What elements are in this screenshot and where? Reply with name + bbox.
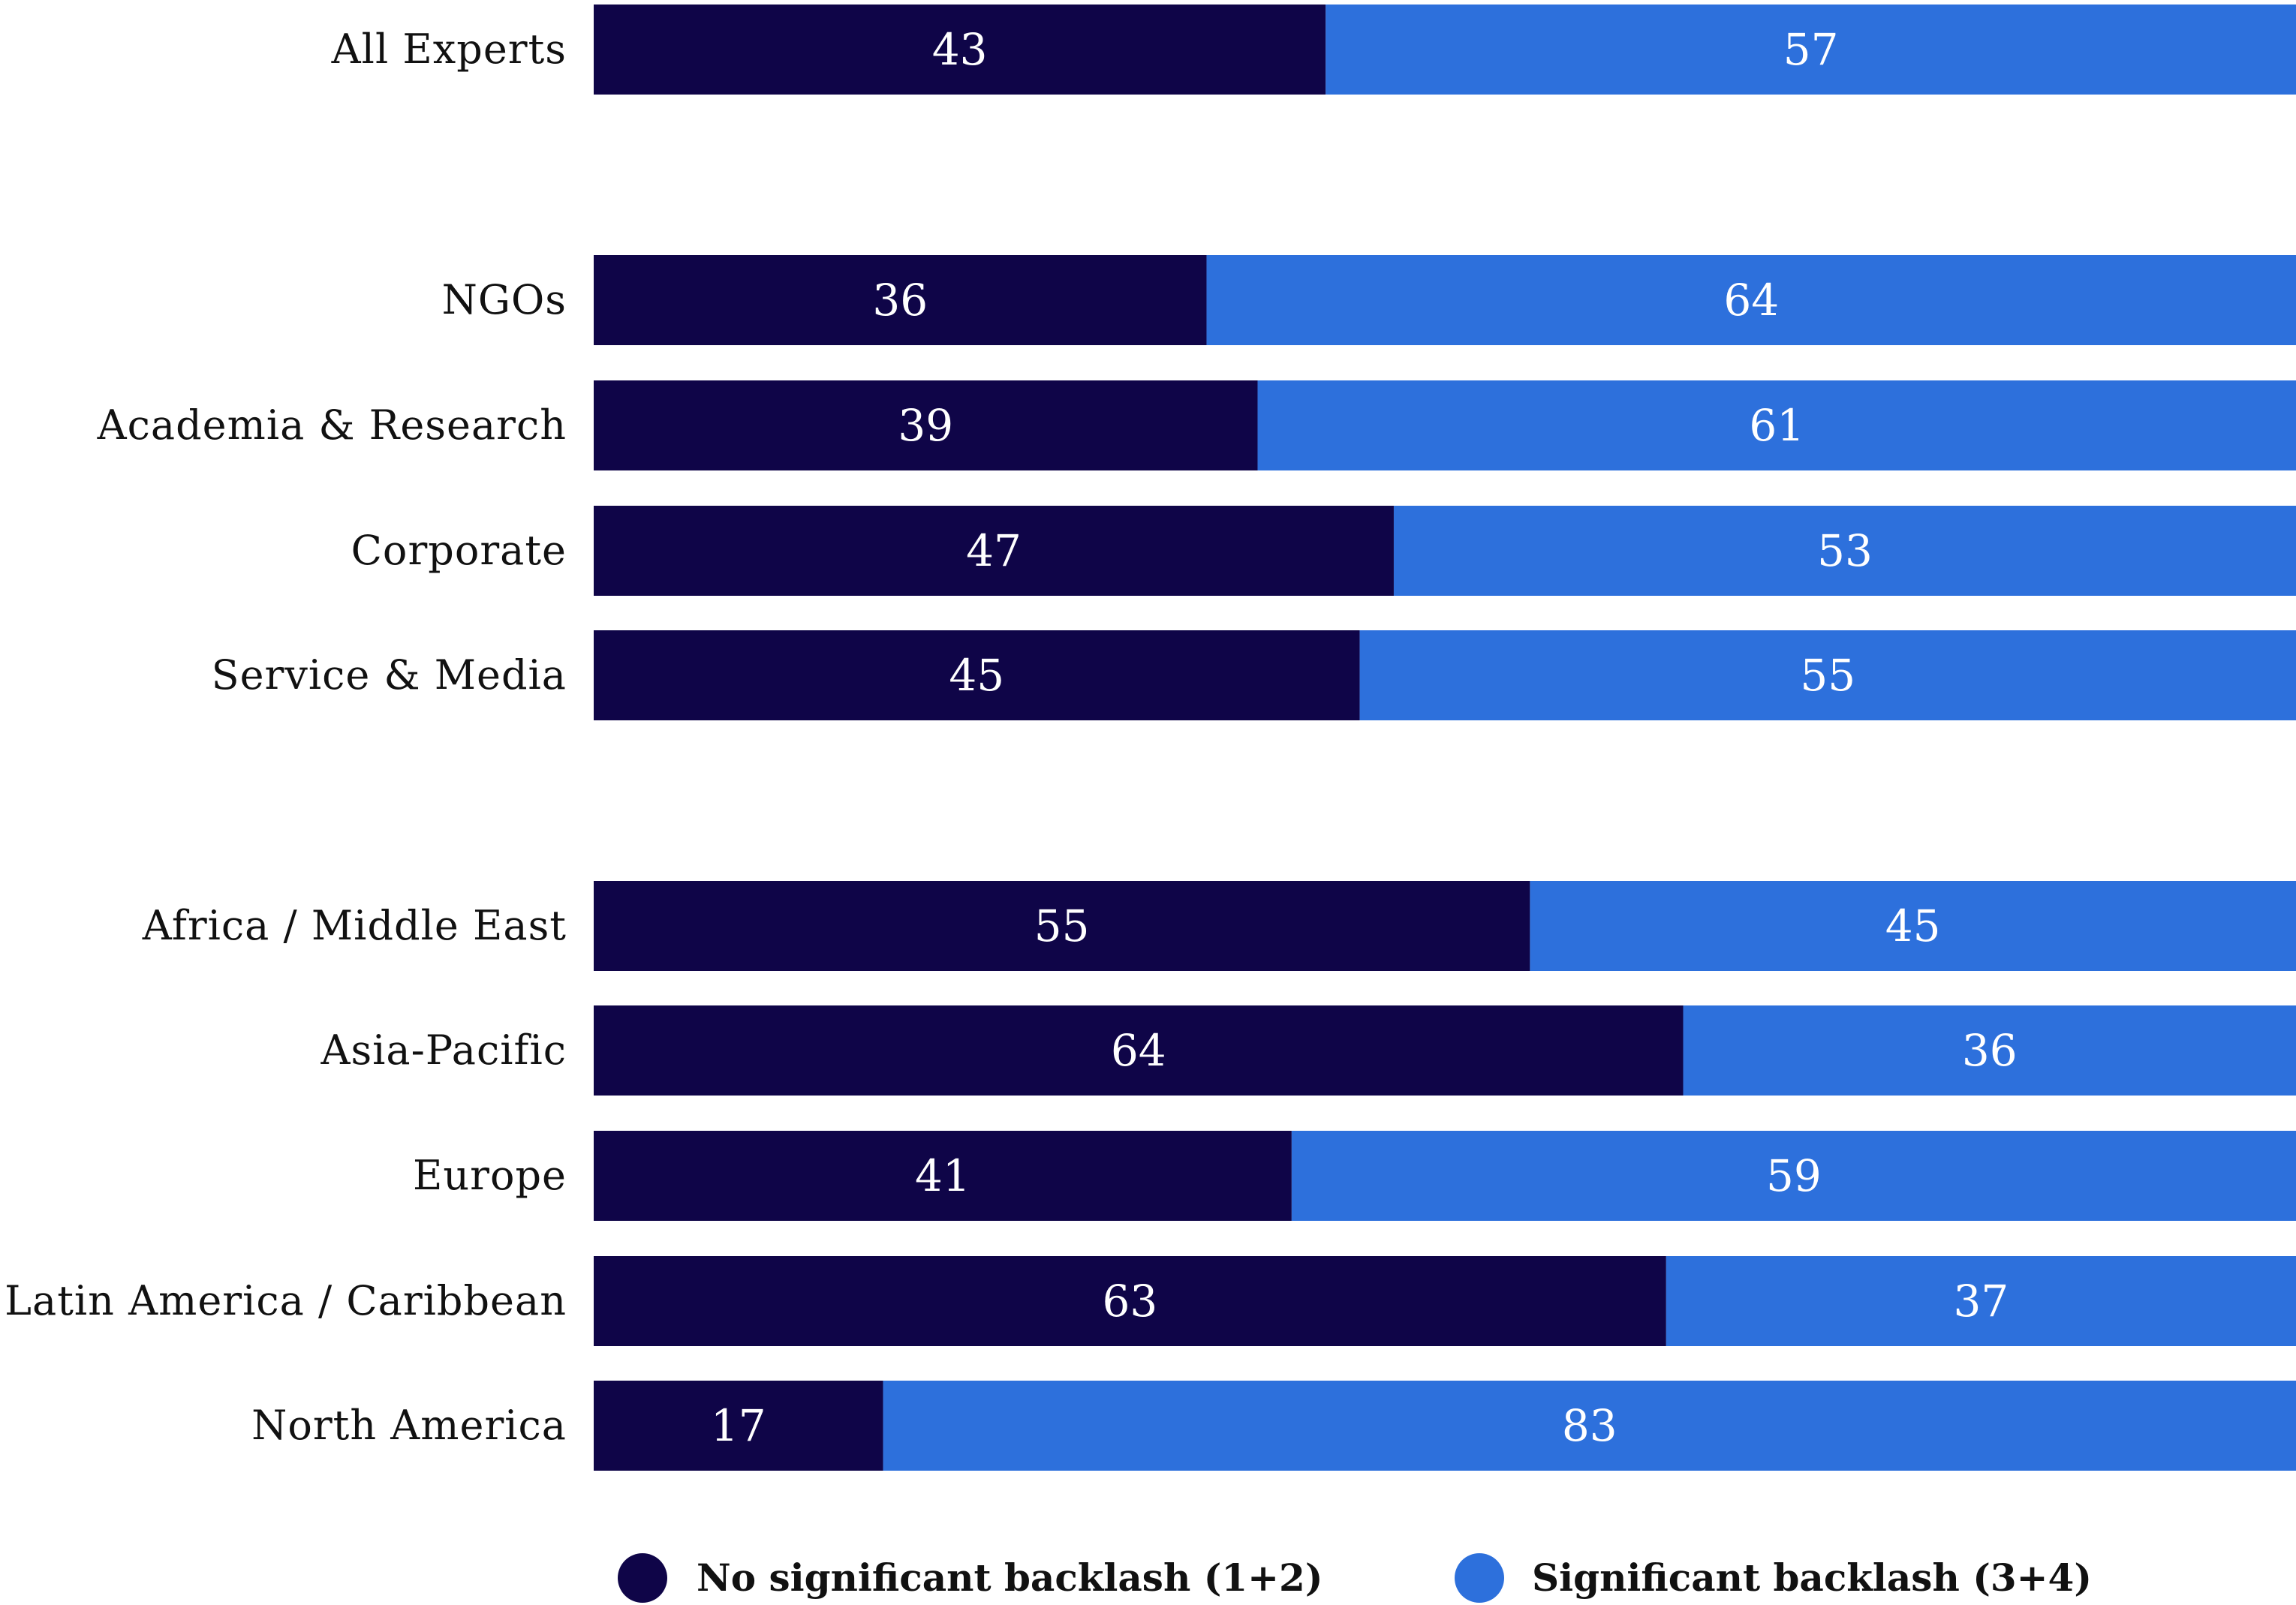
data-label-corporate-series-1: 53: [1817, 525, 1873, 576]
legend-swatch-significant-backlash: [1455, 1553, 1504, 1603]
bar-africa-middle-east-series-1: [1530, 881, 2296, 971]
data-label-service-media-series-0: 45: [949, 650, 1004, 701]
data-label-africa-middle-east-series-0: 55: [1034, 900, 1090, 951]
data-label-service-media-series-1: 55: [1800, 650, 1855, 701]
bar-ngos-series-0: [594, 255, 1207, 345]
bar-corporate-series-1: [1393, 506, 2296, 596]
bar-service-media-series-1: [1359, 630, 2296, 720]
bar-asia-pacific-series-1: [1683, 1005, 2296, 1096]
bar-asia-pacific-series-0: [594, 1005, 1684, 1096]
data-label-europe-series-1: 59: [1766, 1150, 1822, 1201]
data-label-academia-research-series-0: 39: [898, 400, 953, 451]
category-label-service-media: Service & Media: [212, 651, 567, 699]
category-label-north-america: North America: [251, 1402, 567, 1449]
labels-layer: All Experts 43 57 NGOs 36 64 Academia & Resear…: [5, 24, 2018, 1451]
legend: No significant backlash (1+2) Significan…: [618, 1553, 2092, 1603]
bar-north-america-series-1: [883, 1381, 2296, 1471]
bar-academia-research-series-0: [594, 380, 1258, 470]
category-label-europe: Europe: [413, 1152, 567, 1199]
data-label-asia-pacific-series-0: 64: [1111, 1025, 1166, 1076]
legend-label-significant-backlash: Significant backlash (3+4): [1532, 1555, 2092, 1600]
data-label-north-america-series-1: 83: [1562, 1400, 1617, 1451]
bar-all-experts-series-0: [594, 5, 1326, 95]
bar-europe-series-1: [1291, 1131, 2296, 1221]
bar-latin-america-caribbean-series-0: [594, 1256, 1666, 1346]
category-label-all-experts: All Experts: [331, 26, 567, 73]
data-label-academia-research-series-1: 61: [1749, 400, 1804, 451]
category-label-ngos: NGOs: [442, 276, 567, 323]
data-label-latin-america-caribbean-series-1: 37: [1954, 1276, 2009, 1327]
bars-layer: [594, 5, 2296, 1471]
data-label-corporate-series-0: 47: [966, 525, 1022, 576]
bar-academia-research-series-1: [1257, 380, 2296, 470]
data-label-ngos-series-0: 36: [872, 275, 928, 326]
legend-swatch-no-backlash: [618, 1553, 667, 1603]
data-label-all-experts-series-0: 43: [932, 24, 988, 75]
category-label-academia-research: Academia & Research: [97, 401, 567, 449]
bar-corporate-series-0: [594, 506, 1394, 596]
legend-label-no-backlash: No significant backlash (1+2): [697, 1555, 1323, 1600]
bar-ngos-series-1: [1206, 255, 2296, 345]
category-label-africa-middle-east: Africa / Middle East: [142, 902, 567, 949]
bar-africa-middle-east-series-0: [594, 881, 1530, 971]
data-label-europe-series-0: 41: [915, 1150, 970, 1201]
category-label-asia-pacific: Asia-Pacific: [320, 1026, 567, 1074]
data-label-north-america-series-0: 17: [711, 1400, 766, 1451]
data-label-africa-middle-east-series-1: 45: [1885, 900, 1941, 951]
category-label-latin-america-caribbean: Latin America / Caribbean: [5, 1277, 567, 1324]
bar-all-experts-series-1: [1326, 5, 2296, 95]
bar-service-media-series-0: [594, 630, 1360, 720]
bar-latin-america-caribbean-series-1: [1666, 1256, 2296, 1346]
data-label-asia-pacific-series-1: 36: [1962, 1025, 2018, 1076]
category-label-corporate: Corporate: [351, 527, 567, 574]
bar-north-america-series-0: [594, 1381, 883, 1471]
data-label-all-experts-series-1: 57: [1783, 24, 1839, 75]
bar-europe-series-0: [594, 1131, 1292, 1221]
data-label-ngos-series-1: 64: [1723, 275, 1779, 326]
data-label-latin-america-caribbean-series-0: 63: [1103, 1276, 1158, 1327]
